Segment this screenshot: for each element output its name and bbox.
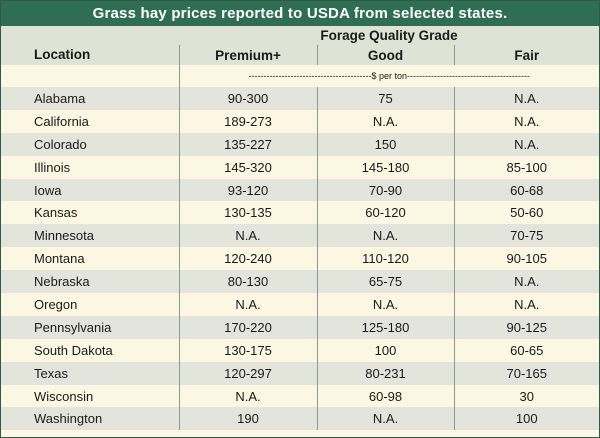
location-cell: Washington xyxy=(1,407,179,431)
premium-cell: 190 xyxy=(178,407,317,431)
good-cell: 60-120 xyxy=(316,201,454,225)
premium-cell: 90-300 xyxy=(178,87,317,110)
fair-cell: N.A. xyxy=(453,87,599,110)
good-cell: 70-90 xyxy=(316,178,454,202)
location-cell: South Dakota xyxy=(1,338,179,362)
premium-cell: N.A. xyxy=(178,224,317,248)
good-header: Good xyxy=(316,45,454,65)
premium-header: Premium+ xyxy=(178,45,317,65)
fair-cell: 85-100 xyxy=(453,155,599,179)
unit-row-spacer xyxy=(1,65,179,87)
premium-cell: 135-227 xyxy=(178,132,317,156)
fair-cell: 90-105 xyxy=(453,247,599,271)
fair-cell: 90-125 xyxy=(453,315,599,339)
location-cell: Nebraska xyxy=(1,270,179,294)
location-header-label: Location xyxy=(34,47,91,62)
fair-cell: N.A. xyxy=(453,109,599,133)
location-cell: Pennsylvania xyxy=(1,315,179,339)
unit-label: ----------------------------------------… xyxy=(178,65,599,87)
location-cell: Kansas xyxy=(1,201,179,225)
good-cell: 145-180 xyxy=(316,155,454,179)
table-body: Alabama 90-300 75 N.A. California 189-273 N.A.… xyxy=(1,87,599,431)
premium-cell: 145-320 xyxy=(178,155,317,179)
table-row: Alabama 90-300 75 N.A. xyxy=(1,87,599,110)
fair-cell: 50-60 xyxy=(453,201,599,225)
location-cell: California xyxy=(1,109,179,133)
good-cell: 75 xyxy=(316,87,454,110)
location-cell: Oregon xyxy=(1,293,179,316)
fair-cell: 30 xyxy=(453,384,599,408)
location-cell: Montana xyxy=(1,247,179,271)
forage-quality-grade-header: Forage Quality Grade xyxy=(179,26,599,45)
table-row: Iowa 93-120 70-90 60-68 xyxy=(1,178,599,202)
table-row: Montana 120-240 110-120 90-105 xyxy=(1,247,599,271)
unit-row: ----------------------------------------… xyxy=(1,65,599,87)
location-cell: Illinois xyxy=(1,155,179,179)
table-row: Minnesota N.A. N.A. 70-75 xyxy=(1,224,599,248)
good-cell: N.A. xyxy=(316,293,454,316)
premium-cell: N.A. xyxy=(178,293,317,316)
table-row: Pennsylvania 170-220 125-180 90-125 xyxy=(1,315,599,339)
fair-cell: N.A. xyxy=(453,132,599,156)
premium-cell: 93-120 xyxy=(178,178,317,202)
table-row: South Dakota 130-175 100 60-65 xyxy=(1,338,599,362)
table-row: Washington 190 N.A. 100 xyxy=(1,407,599,431)
location-cell: Alabama xyxy=(1,87,179,110)
location-cell: Texas xyxy=(1,361,179,385)
table-title: Grass hay prices reported to USDA from s… xyxy=(1,1,599,26)
hay-price-table: Location Forage Quality Grade Premium+ G… xyxy=(1,26,599,431)
location-cell: Wisconsin xyxy=(1,384,179,408)
fair-cell: N.A. xyxy=(453,293,599,316)
premium-cell: 170-220 xyxy=(178,315,317,339)
header-row-grades: Premium+ Good Fair xyxy=(1,45,599,65)
premium-cell: 120-240 xyxy=(178,247,317,271)
fair-cell: N.A. xyxy=(453,270,599,294)
header-row-group: Location Forage Quality Grade xyxy=(1,26,599,65)
table-row: California 189-273 N.A. N.A. xyxy=(1,109,599,133)
premium-cell: 120-297 xyxy=(178,361,317,385)
premium-cell: 80-130 xyxy=(178,270,317,294)
location-cell: Iowa xyxy=(1,178,179,202)
fair-cell: 70-75 xyxy=(453,224,599,248)
fair-header: Fair xyxy=(453,45,599,65)
table-row: Nebraska 80-130 65-75 N.A. xyxy=(1,270,599,294)
fair-cell: 60-65 xyxy=(453,338,599,362)
premium-cell: 130-175 xyxy=(178,338,317,362)
good-cell: N.A. xyxy=(316,224,454,248)
table-row: Colorado 135-227 150 N.A. xyxy=(1,132,599,156)
good-cell: 100 xyxy=(316,338,454,362)
location-header: Location xyxy=(1,26,179,65)
good-cell: 60-98 xyxy=(316,384,454,408)
premium-cell: 189-273 xyxy=(178,109,317,133)
table-row: Oregon N.A. N.A. N.A. xyxy=(1,293,599,316)
good-cell: 110-120 xyxy=(316,247,454,271)
good-cell: N.A. xyxy=(316,109,454,133)
table-row: Wisconsin N.A. 60-98 30 xyxy=(1,384,599,408)
premium-cell: N.A. xyxy=(178,384,317,408)
premium-cell: 130-135 xyxy=(178,201,317,225)
location-cell: Colorado xyxy=(1,132,179,156)
good-cell: 125-180 xyxy=(316,315,454,339)
table-row: Kansas 130-135 60-120 50-60 xyxy=(1,201,599,225)
fair-cell: 60-68 xyxy=(453,178,599,202)
location-cell: Minnesota xyxy=(1,224,179,248)
good-cell: N.A. xyxy=(316,407,454,431)
good-cell: 150 xyxy=(316,132,454,156)
table-row: Texas 120-297 80-231 70-165 xyxy=(1,361,599,385)
fair-cell: 100 xyxy=(453,407,599,431)
good-cell: 65-75 xyxy=(316,270,454,294)
good-cell: 80-231 xyxy=(316,361,454,385)
fair-cell: 70-165 xyxy=(453,361,599,385)
table-row: Illinois 145-320 145-180 85-100 xyxy=(1,155,599,179)
